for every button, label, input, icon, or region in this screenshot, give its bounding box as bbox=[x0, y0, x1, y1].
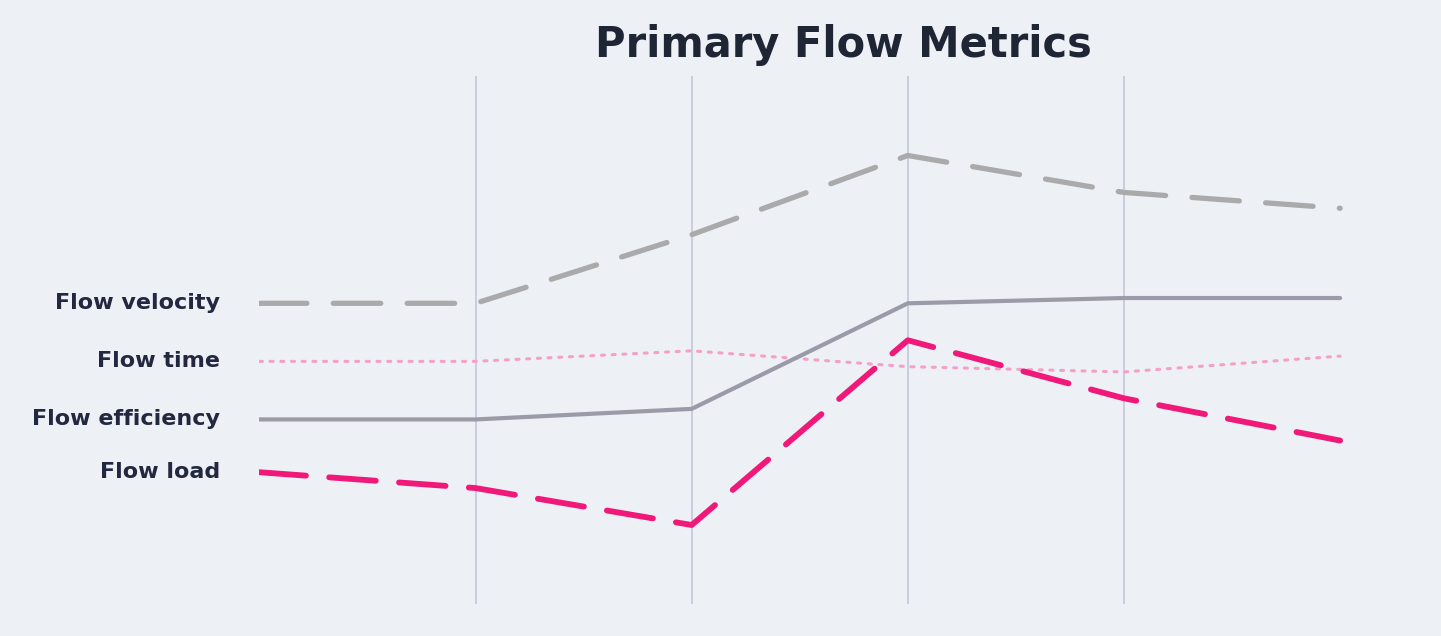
Text: Flow load: Flow load bbox=[101, 462, 220, 482]
Text: Flow time: Flow time bbox=[98, 351, 220, 371]
Text: Flow velocity: Flow velocity bbox=[55, 293, 220, 314]
Text: Flow efficiency: Flow efficiency bbox=[33, 410, 220, 429]
Title: Primary Flow Metrics: Primary Flow Metrics bbox=[595, 24, 1091, 66]
